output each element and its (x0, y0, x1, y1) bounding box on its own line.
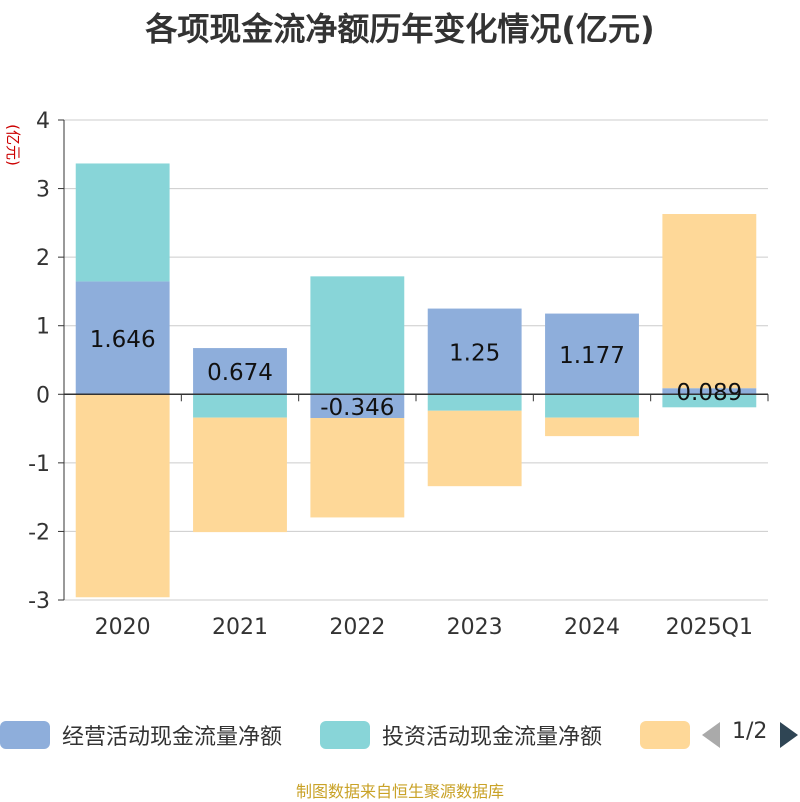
legend-label-investing: 投资活动现金流量净额 (382, 725, 603, 750)
data-label-2023-series-0: 1.25 (449, 340, 500, 366)
y-tick-label--1: -1 (28, 452, 50, 477)
legend-page-indicator: 1/2 (732, 719, 768, 744)
legend-prev-page-icon[interactable] (702, 722, 720, 748)
x-tick-label-2022: 2022 (329, 615, 385, 640)
y-tick-label-0: 0 (36, 383, 50, 408)
bar-2023-series-0 (427, 308, 522, 395)
bar-2022-series-2 (310, 418, 405, 518)
x-tick-label-2021: 2021 (212, 615, 268, 640)
bar-2020-series-0 (75, 281, 170, 395)
bar-2023-series-2 (427, 410, 522, 487)
x-tick-label-2025Q1: 2025Q1 (666, 615, 753, 640)
bar-2024-series-0 (545, 313, 639, 395)
legend-swatch-investing (320, 721, 370, 749)
bar-2025Q1-series-0 (662, 388, 757, 395)
bar-2025Q1-series-1 (662, 394, 757, 408)
legend-swatch-financing (640, 721, 690, 749)
bar-2024-series-2 (545, 417, 639, 437)
legend-next-page-icon[interactable] (780, 722, 798, 748)
bar-2024-series-1 (545, 394, 639, 418)
bar-2021-series-2 (193, 417, 287, 533)
bar-2022-series-0 (310, 394, 405, 419)
bar-2020-series-2 (75, 394, 170, 598)
bar-2022-series-1 (310, 276, 405, 395)
y-tick-label-2: 2 (36, 246, 50, 271)
data-source-note: 制图数据来自恒生聚源数据库 (295, 782, 504, 801)
y-tick-label-3: 3 (36, 178, 50, 203)
data-label-2025Q1-series-0: 0.089 (676, 380, 742, 406)
bar-2021-series-0 (193, 348, 287, 395)
legend-swatch-operating (0, 721, 50, 749)
bar-2020-series-1 (75, 163, 170, 282)
stacked-bar-chart: 4 3 2 1 0 -1 -2 -3 (亿元) 2020 2021 2022 2023 2024 2025Q… (4, 109, 769, 640)
y-axis-title: (亿元) (4, 124, 22, 166)
data-label-2024-series-0: 1.177 (559, 343, 625, 369)
y-tick-label--2: -2 (28, 520, 50, 545)
bar-2021-series-1 (193, 394, 287, 418)
y-tick-label-4: 4 (36, 109, 50, 134)
bar-2025Q1-series-2 (662, 214, 757, 389)
y-tick-label--3: -3 (28, 589, 50, 614)
x-tick-label-2023: 2023 (447, 615, 503, 640)
data-label-2020-series-0: 1.646 (90, 327, 156, 353)
y-tick-label-1: 1 (36, 315, 50, 340)
legend: 经营活动现金流量净额 投资活动现金流量净额 1/2 (0, 713, 800, 757)
x-tick-label-2020: 2020 (95, 615, 151, 640)
chart-title: 各项现金流净额历年变化情况(亿元) (145, 10, 655, 48)
x-tick-label-2024: 2024 (564, 615, 620, 640)
data-label-2022-series-0: -0.346 (320, 395, 394, 421)
data-label-2021-series-0: 0.674 (207, 360, 273, 386)
legend-pager: 1/2 (700, 713, 800, 757)
bar-2023-series-1 (427, 394, 522, 411)
legend-label-operating: 经营活动现金流量净额 (62, 725, 283, 750)
